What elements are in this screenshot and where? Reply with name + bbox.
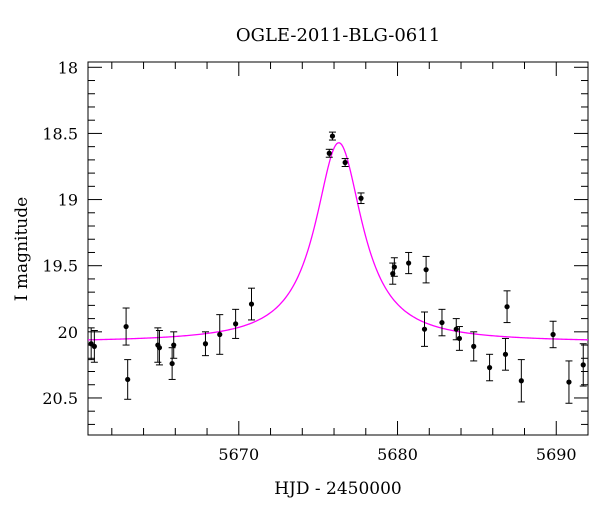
data-point	[438, 308, 446, 337]
data-point	[470, 331, 478, 362]
data-point	[455, 326, 463, 351]
data-marker	[550, 331, 556, 338]
data-marker	[202, 341, 209, 347]
data-marker	[391, 264, 397, 270]
data-point	[549, 320, 557, 349]
data-marker	[156, 345, 163, 351]
data-marker	[518, 378, 524, 384]
y-axis-label: I magnitude	[12, 197, 32, 301]
y-tick-label: 20	[58, 323, 78, 342]
data-marker	[504, 304, 510, 310]
data-marker	[502, 351, 509, 357]
data-point	[517, 359, 525, 403]
data-marker	[342, 159, 348, 166]
data-point	[503, 290, 511, 324]
data-point	[357, 192, 365, 205]
data-marker	[233, 321, 239, 327]
minor-ticks	[88, 62, 589, 435]
data-marker	[566, 379, 572, 385]
x-tick-label: 5670	[218, 445, 259, 464]
x-tick-label: 5690	[536, 445, 577, 464]
data-point	[124, 359, 132, 400]
data-marker	[580, 362, 586, 368]
data-point	[579, 343, 587, 387]
data-point	[247, 287, 255, 321]
data-marker	[486, 364, 493, 371]
data-point	[341, 158, 349, 167]
data-marker	[123, 323, 129, 330]
data-marker	[453, 326, 459, 332]
model-curve-layer	[88, 142, 588, 341]
data-marker	[217, 331, 223, 338]
y-tick-label: 20.5	[42, 389, 78, 408]
data-marker	[423, 267, 429, 273]
data-point	[325, 148, 333, 158]
major-ticks	[88, 62, 588, 435]
y-tick-labels: 18 18.5 19 19.5 20 20.5	[42, 58, 78, 408]
data-marker	[421, 326, 428, 332]
chart-title: OGLE-2011-BLG-0611	[236, 25, 440, 46]
data-point	[155, 330, 163, 366]
data-point	[122, 307, 130, 346]
data-marker	[169, 360, 175, 367]
data-marker	[125, 376, 131, 383]
data-point	[421, 311, 429, 347]
model-curve	[88, 142, 588, 341]
data-marker	[358, 195, 364, 201]
data-point	[328, 131, 336, 141]
data-point	[452, 318, 460, 341]
data-point	[90, 330, 98, 363]
data-point	[565, 360, 573, 404]
data-marker	[171, 342, 177, 348]
data-marker	[406, 260, 412, 266]
data-point	[216, 314, 224, 355]
data-point	[405, 251, 413, 275]
data-points-layer	[87, 131, 587, 404]
y-tick-label: 18	[58, 58, 78, 77]
data-marker	[439, 319, 445, 326]
x-tick-labels: 5670 5680 5690	[218, 445, 576, 464]
plot-area	[87, 61, 589, 436]
y-tick-label: 19.5	[42, 257, 78, 276]
data-marker	[329, 133, 336, 139]
y-tick-label: 18.5	[42, 124, 78, 143]
data-marker	[248, 301, 255, 307]
data-point	[390, 257, 398, 277]
data-point	[486, 353, 494, 382]
data-point	[201, 331, 209, 357]
data-point	[168, 347, 176, 380]
data-point	[170, 331, 178, 359]
x-tick-label: 5680	[377, 445, 418, 464]
data-point	[87, 327, 95, 361]
data-point	[154, 327, 162, 363]
data-point	[232, 308, 240, 339]
data-point	[422, 255, 430, 284]
data-point	[501, 337, 509, 371]
data-marker	[456, 335, 463, 342]
x-axis-label: HJD - 2450000	[274, 479, 402, 499]
plot-frame	[87, 61, 589, 436]
data-marker	[326, 150, 332, 156]
y-tick-label: 19	[58, 191, 78, 210]
data-marker	[471, 343, 477, 349]
data-marker	[91, 343, 97, 349]
